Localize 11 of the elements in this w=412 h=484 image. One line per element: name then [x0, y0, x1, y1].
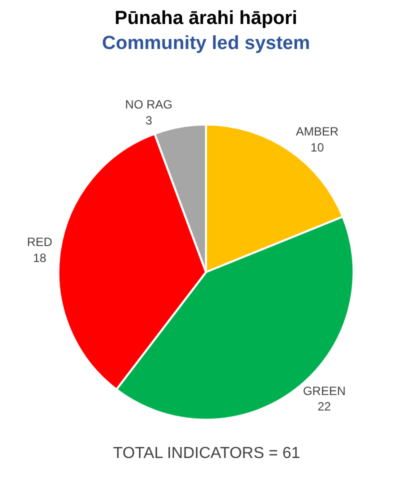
slice-label: RED	[26, 235, 53, 250]
slice-label: AMBER	[296, 124, 339, 139]
data-label: 3	[145, 113, 152, 128]
slice-label: GREEN	[302, 384, 346, 398]
chart-subtitle: Community led system	[102, 32, 310, 54]
data-label: 22	[318, 400, 332, 414]
data-label: 10	[310, 140, 324, 154]
data-label: 18	[32, 250, 47, 265]
chart-title: Pūnaha ārahi hāpori	[114, 8, 298, 30]
slice-label: NO RAG	[125, 98, 172, 112]
text: TOTAL INDICATORS = 61	[113, 445, 300, 462]
